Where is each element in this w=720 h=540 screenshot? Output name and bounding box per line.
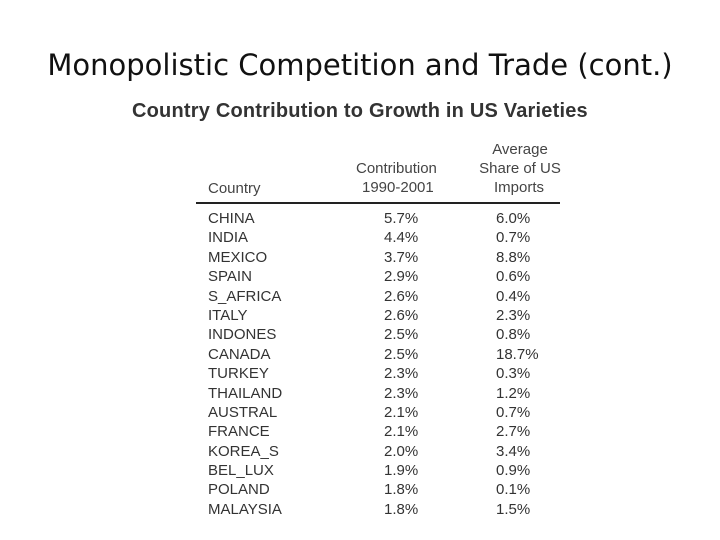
table-row: CHINA 5.7% 6.0% xyxy=(196,208,560,227)
cell-country: MEXICO xyxy=(208,248,268,266)
cell-share: 3.4% xyxy=(496,442,531,460)
cell-contribution: 2.6% xyxy=(384,306,419,324)
cell-share: 1.5% xyxy=(496,500,531,518)
cell-country: INDONES xyxy=(208,326,277,344)
cell-contribution: 2.0% xyxy=(384,442,419,460)
table-row: KOREA_S 2.0% 3.4% xyxy=(196,441,560,460)
cell-country: POLAND xyxy=(208,481,270,499)
cell-share: 0.7% xyxy=(496,229,531,247)
table-row: INDONES 2.5% 0.8% xyxy=(196,324,560,343)
table-row: BEL_LUX 1.9% 0.9% xyxy=(196,460,560,479)
cell-share: 0.4% xyxy=(496,287,531,305)
cell-country: FRANCE xyxy=(208,423,270,441)
table-row: FRANCE 2.1% 2.7% xyxy=(196,421,560,440)
cell-country: CHINA xyxy=(208,210,255,227)
cell-country: INDIA xyxy=(208,229,249,247)
cell-contribution: 2.1% xyxy=(384,423,419,441)
header-contribution-line2: 1990-2001 xyxy=(362,179,434,196)
cell-share: 2.3% xyxy=(496,306,531,324)
table-row: POLAND 1.8% 0.1% xyxy=(196,479,560,498)
cell-share: 0.8% xyxy=(496,326,531,344)
cell-share: 0.9% xyxy=(496,462,531,480)
table-row: S_AFRICA 2.6% 0.4% xyxy=(196,286,560,305)
cell-contribution: 2.9% xyxy=(384,268,419,286)
cell-contribution: 1.8% xyxy=(384,481,419,499)
cell-contribution: 2.5% xyxy=(384,326,419,344)
cell-contribution: 3.7% xyxy=(384,248,419,266)
cell-country: THAILAND xyxy=(208,384,283,402)
cell-share: 18.7% xyxy=(496,345,539,363)
cell-share: 0.1% xyxy=(496,481,531,499)
cell-contribution: 2.3% xyxy=(384,384,419,402)
header-share: Average Share of US Imports xyxy=(474,140,566,197)
cell-contribution: 4.4% xyxy=(384,229,419,247)
table-row: ITALY 2.6% 2.3% xyxy=(196,305,560,324)
header-contribution-line1: Contribution xyxy=(356,160,437,177)
country-contribution-table: Country Contribution 1990-2001 Average S… xyxy=(196,138,561,518)
cell-share: 0.7% xyxy=(496,403,531,421)
table-title: Country Contribution to Growth in US Var… xyxy=(132,100,588,122)
header-share-line3: Imports xyxy=(494,179,545,196)
header-contribution: Contribution 1990-2001 xyxy=(356,159,476,197)
cell-share: 1.2% xyxy=(496,384,531,402)
cell-share: 8.8% xyxy=(496,248,531,266)
table-row: AUSTRAL 2.1% 0.7% xyxy=(196,402,560,421)
table-row: SPAIN 2.9% 0.6% xyxy=(196,266,560,285)
cell-share: 2.7% xyxy=(496,423,531,441)
cell-contribution: 2.5% xyxy=(384,345,419,363)
cell-country: SPAIN xyxy=(208,268,252,286)
table-row: TURKEY 2.3% 0.3% xyxy=(196,363,560,382)
cell-share: 0.6% xyxy=(496,268,531,286)
table-body: CHINA 5.7% 6.0% INDIA 4.4% 0.7% MEXICO 3.7% 8.8%… xyxy=(196,204,560,518)
cell-country: TURKEY xyxy=(208,365,269,383)
header-share-line2: Share of US xyxy=(479,160,561,177)
cell-country: S_AFRICA xyxy=(208,287,282,305)
cell-contribution: 1.9% xyxy=(384,462,419,480)
table-row: THAILAND 2.3% 1.2% xyxy=(196,383,560,402)
table-row: CANADA 2.5% 18.7% xyxy=(196,344,560,363)
table-row: INDIA 4.4% 0.7% xyxy=(196,227,560,246)
cell-contribution: 2.6% xyxy=(384,287,419,305)
header-country: Country xyxy=(208,180,261,197)
cell-share: 6.0% xyxy=(496,210,531,227)
cell-contribution: 2.3% xyxy=(384,365,419,383)
slide-title: Monopolistic Competition and Trade (cont… xyxy=(47,48,673,82)
cell-country: CANADA xyxy=(208,345,271,363)
cell-country: KOREA_S xyxy=(208,442,279,460)
table-row: MALAYSIA 1.8% 1.5% xyxy=(196,499,560,518)
cell-country: MALAYSIA xyxy=(208,500,282,518)
cell-country: AUSTRAL xyxy=(208,403,278,421)
cell-contribution: 2.1% xyxy=(384,403,419,421)
table-header: Country Contribution 1990-2001 Average S… xyxy=(196,138,561,204)
table-row: MEXICO 3.7% 8.8% xyxy=(196,247,560,266)
cell-contribution: 5.7% xyxy=(384,210,419,227)
cell-country: BEL_LUX xyxy=(208,462,274,480)
cell-share: 0.3% xyxy=(496,365,531,383)
cell-country: ITALY xyxy=(208,306,248,324)
cell-contribution: 1.8% xyxy=(384,500,419,518)
header-share-line1: Average xyxy=(492,141,548,158)
